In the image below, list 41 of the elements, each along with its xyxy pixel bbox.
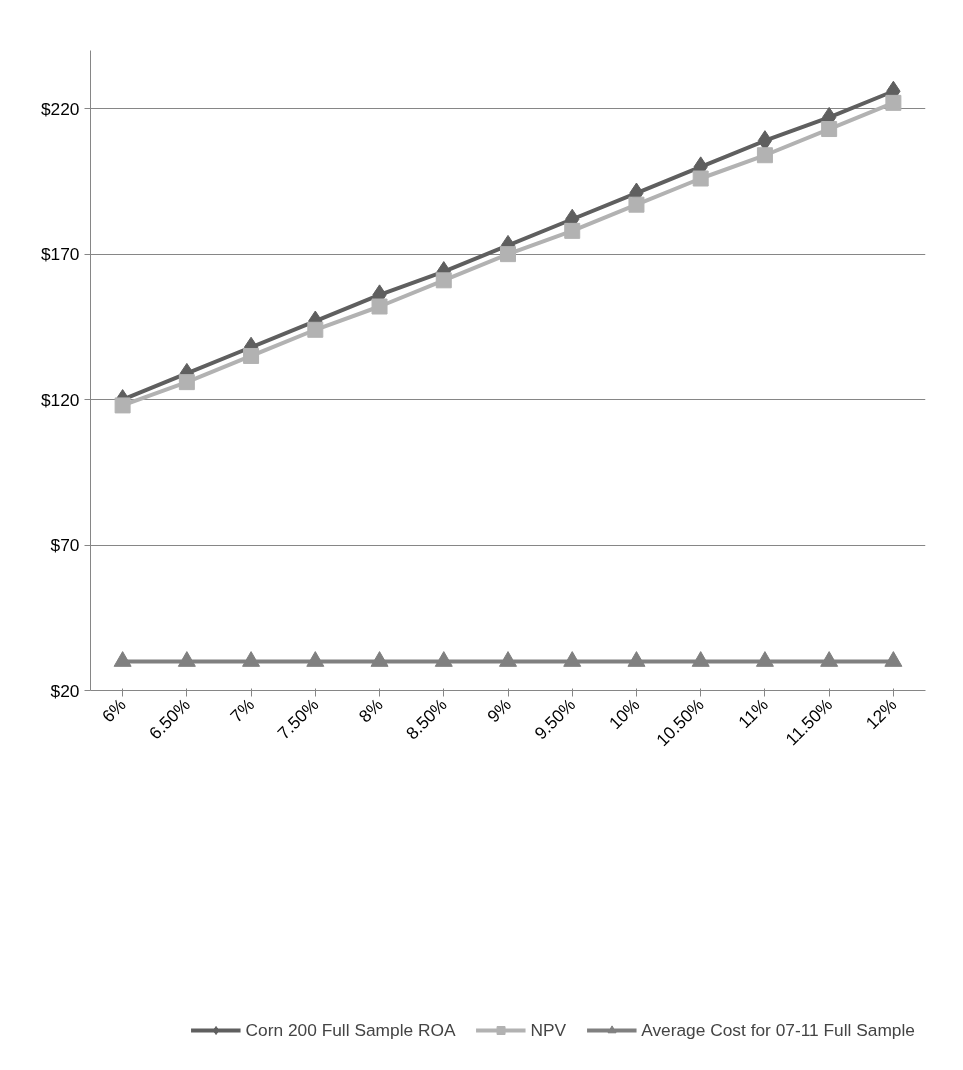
point xyxy=(691,651,710,667)
point xyxy=(563,651,582,667)
point xyxy=(113,651,132,667)
point xyxy=(500,246,516,263)
point xyxy=(307,321,324,338)
point xyxy=(243,347,260,364)
point xyxy=(371,298,388,315)
y-tick-label: $70 xyxy=(50,535,80,556)
x-tick-label: 8% xyxy=(354,694,387,727)
x-tick-label: 12% xyxy=(861,694,901,734)
x-tick-label: 9% xyxy=(483,694,516,727)
legend-label: Corn 200 Full Sample ROA xyxy=(245,1019,456,1041)
point xyxy=(306,651,325,667)
point xyxy=(628,196,645,213)
point xyxy=(178,374,195,391)
point xyxy=(370,651,389,667)
point xyxy=(885,94,902,111)
point xyxy=(627,651,646,667)
point xyxy=(755,651,774,667)
y-tick-label: $120 xyxy=(40,389,80,410)
y-tick-label: $20 xyxy=(50,680,80,701)
point xyxy=(435,272,452,289)
legend-label: NPV xyxy=(530,1019,567,1041)
point xyxy=(820,651,839,667)
x-tick-label: 10% xyxy=(604,694,644,734)
x-tick-label: 11% xyxy=(734,694,772,733)
x-tick-label: 7% xyxy=(226,694,259,727)
y-tick-label: $220 xyxy=(40,98,80,119)
point xyxy=(114,397,131,414)
point xyxy=(177,651,196,667)
point xyxy=(756,147,773,164)
point xyxy=(499,651,517,667)
point xyxy=(564,222,581,239)
point xyxy=(242,651,261,667)
x-tick-label: 6% xyxy=(97,694,130,727)
y-tick-label: $170 xyxy=(40,244,80,265)
point xyxy=(692,170,709,187)
point xyxy=(821,121,838,138)
point xyxy=(884,651,903,667)
legend-label: Average Cost for 07-11 Full Sample xyxy=(641,1019,915,1041)
point xyxy=(434,651,453,667)
